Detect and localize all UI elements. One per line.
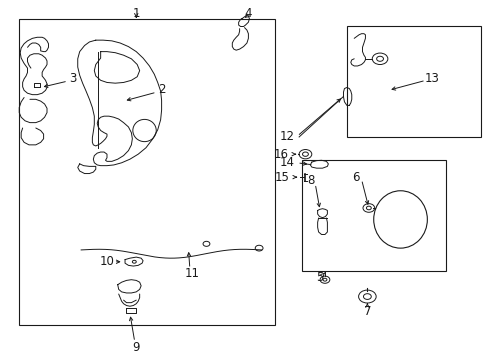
Text: 14: 14 [279, 156, 294, 169]
Text: 2: 2 [158, 83, 165, 96]
Text: 10: 10 [100, 255, 114, 268]
Text: 16: 16 [273, 148, 288, 161]
Bar [346, 26, 480, 137]
Text: 15: 15 [275, 171, 289, 184]
Text: 12: 12 [279, 130, 294, 143]
Bar [19, 19, 275, 325]
Text: 1: 1 [132, 7, 140, 20]
Text: 6: 6 [351, 171, 359, 184]
Text: 11: 11 [184, 267, 199, 280]
Text: 3: 3 [69, 72, 77, 85]
Text: 13: 13 [424, 72, 439, 85]
Text: 9: 9 [132, 341, 140, 354]
Bar [302, 160, 445, 271]
Text: 7: 7 [363, 306, 370, 319]
Text: 4: 4 [244, 7, 252, 20]
Text: 5: 5 [316, 271, 323, 284]
Text: 8: 8 [306, 174, 314, 186]
